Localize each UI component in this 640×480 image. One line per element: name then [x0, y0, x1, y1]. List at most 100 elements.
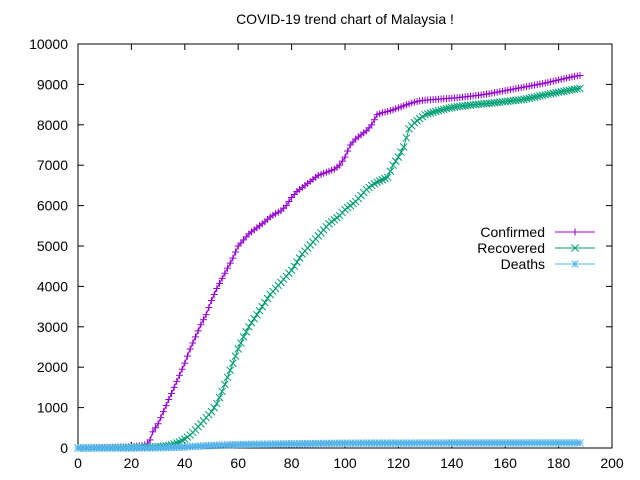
data-point-confirmed — [186, 345, 194, 353]
data-point-deaths — [576, 439, 584, 447]
data-point-confirmed — [189, 339, 197, 347]
data-point-recovered — [434, 106, 443, 115]
y-tick-label: 8000 — [37, 117, 68, 133]
data-point-confirmed — [178, 365, 186, 373]
data-point-recovered — [423, 110, 432, 118]
data-point-confirmed — [157, 414, 165, 422]
data-point-recovered — [250, 314, 259, 323]
y-tick-label: 10000 — [29, 36, 68, 52]
data-point-recovered — [218, 387, 227, 396]
data-point-confirmed — [205, 304, 213, 312]
data-point-recovered — [207, 407, 216, 416]
x-tick-label: 40 — [177, 455, 193, 471]
data-point-recovered — [220, 380, 229, 389]
data-point-recovered — [373, 178, 381, 187]
data-point-confirmed — [162, 402, 170, 410]
data-point-recovered — [287, 266, 296, 275]
x-tick-labels: 0 20 40 60 80 100 120 140 160 180 200 — [74, 455, 624, 471]
y-tick-label: 2000 — [37, 359, 68, 375]
data-point-confirmed — [336, 161, 344, 169]
data-point-recovered — [290, 262, 299, 271]
data-point-confirmed — [338, 157, 346, 165]
data-point-recovered — [258, 302, 267, 311]
data-point-recovered — [429, 108, 437, 117]
data-point-confirmed — [216, 279, 224, 287]
data-point-confirmed — [224, 264, 232, 272]
legend-marker-recovered — [571, 244, 579, 252]
data-point-confirmed — [208, 297, 215, 305]
legend-marker-confirmed — [571, 228, 579, 236]
data-point-confirmed — [576, 72, 584, 80]
data-point-confirmed — [191, 333, 199, 341]
data-point-recovered — [386, 167, 395, 176]
y-tick-label: 9000 — [37, 76, 68, 92]
series-deaths — [74, 439, 584, 452]
data-point-recovered — [223, 373, 232, 382]
data-point-recovered — [391, 157, 400, 166]
data-point-confirmed — [202, 311, 210, 319]
data-point-recovered — [234, 345, 243, 353]
x-tick-label: 20 — [124, 455, 140, 471]
data-point-recovered — [375, 177, 384, 185]
data-point-confirmed — [181, 359, 189, 367]
data-point-recovered — [237, 339, 245, 347]
legend-label-recovered: Recovered — [477, 240, 545, 256]
data-point-confirmed — [221, 269, 229, 277]
series-confirmed — [74, 72, 584, 452]
data-point-recovered — [226, 366, 235, 375]
data-point-confirmed — [154, 420, 162, 428]
data-point-confirmed — [368, 121, 376, 129]
data-point-recovered — [253, 310, 261, 319]
data-point-recovered — [242, 327, 251, 336]
data-point-confirmed — [285, 198, 293, 206]
data-point-confirmed — [151, 424, 159, 432]
data-point-confirmed — [194, 327, 202, 335]
data-point-recovered — [399, 143, 408, 151]
data-point-recovered — [212, 399, 221, 408]
x-tick-label: 140 — [440, 455, 464, 471]
data-point-recovered — [421, 110, 429, 119]
x-tick-label: 0 — [74, 455, 82, 471]
y-tick-label: 1000 — [37, 400, 68, 416]
data-point-confirmed — [146, 436, 154, 444]
series-layer — [74, 72, 584, 452]
x-tick-label: 200 — [600, 455, 624, 471]
x-tick-label: 180 — [547, 455, 571, 471]
data-point-recovered — [573, 84, 582, 93]
data-point-confirmed — [232, 248, 240, 256]
chart-title: COVID-19 trend chart of Malaysia ! — [236, 11, 454, 27]
y-tick-labels: 0 1000 2000 3000 4000 5000 6000 7000 8000 9000 100… — [29, 36, 68, 456]
data-point-recovered — [231, 352, 240, 360]
data-point-confirmed — [344, 147, 352, 155]
data-point-confirmed — [341, 153, 349, 161]
data-point-recovered — [426, 109, 435, 117]
y-tick-label: 0 — [60, 440, 68, 456]
data-point-confirmed — [167, 389, 175, 397]
y-tick-label: 6000 — [37, 198, 68, 214]
legend-label-confirmed: Confirmed — [480, 224, 545, 240]
y-tick-label: 5000 — [37, 238, 68, 254]
data-point-recovered — [215, 393, 224, 402]
data-point-recovered — [239, 333, 248, 341]
data-point-recovered — [295, 254, 304, 262]
data-point-recovered — [381, 174, 389, 183]
x-tick-label: 100 — [333, 455, 357, 471]
x-tick-label: 120 — [387, 455, 411, 471]
data-point-confirmed — [149, 428, 157, 436]
data-point-recovered — [293, 258, 301, 267]
x-tick-label: 60 — [230, 455, 246, 471]
data-point-confirmed — [170, 383, 178, 391]
data-point-recovered — [394, 153, 403, 161]
data-point-recovered — [229, 359, 237, 368]
data-point-recovered — [210, 403, 219, 412]
data-point-confirmed — [210, 290, 218, 298]
data-point-confirmed — [175, 371, 183, 379]
legend-marker-deaths — [571, 260, 579, 268]
data-point-recovered — [437, 106, 445, 114]
data-point-confirmed — [183, 352, 191, 360]
data-point-confirmed — [282, 202, 290, 210]
y-tick-label: 7000 — [37, 157, 68, 173]
data-point-recovered — [245, 322, 253, 331]
data-point-recovered — [389, 161, 397, 170]
